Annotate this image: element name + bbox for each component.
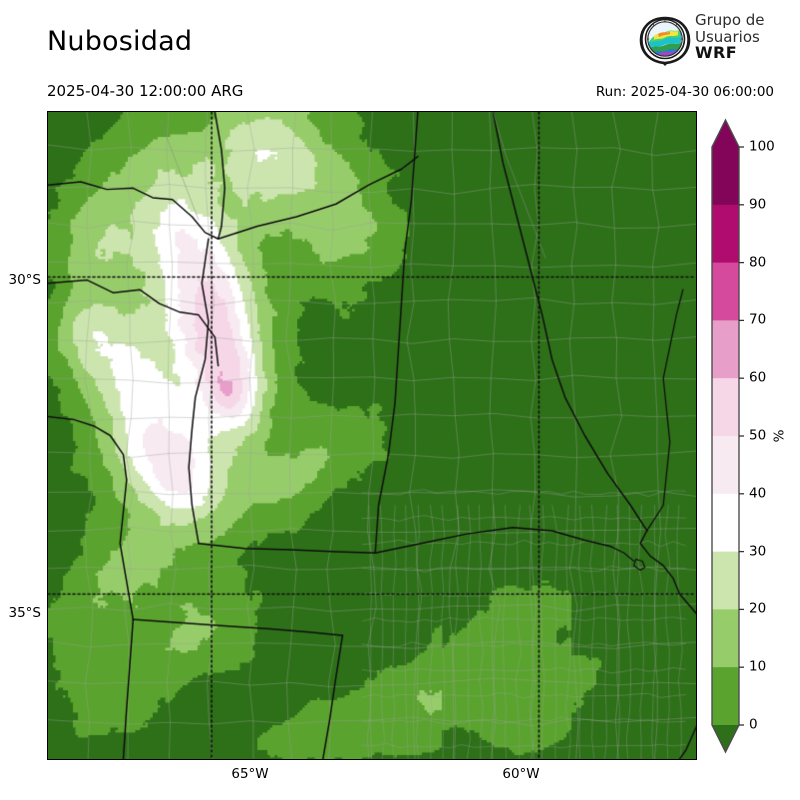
colorbar-tick-20: 20 [749,600,767,617]
axis-label-lat-35s: 35°S [8,605,42,621]
cloud-cover-field [48,112,696,759]
colorbar-tick-100: 100 [749,138,775,155]
valid-time-label: 2025-04-30 12:00:00 ARG [47,82,244,100]
wrf-globe-seal-icon [639,16,691,66]
colorbar-gradient [711,118,744,754]
page-title: Nubosidad [47,26,193,57]
logo-line-2: Usuarios [695,27,760,46]
colorbar-unit-label: % [771,429,788,443]
run-time-label: Run: 2025-04-30 06:00:00 [595,84,774,100]
colorbar-tick-70: 70 [749,311,767,328]
logo-text: Grupo de Usuarios WRF [695,12,795,62]
colorbar-tick-30: 30 [749,543,767,560]
colorbar-tick-60: 60 [749,369,767,386]
logo-line-1: Grupo de [695,11,765,29]
colorbar-tick-50: 50 [749,427,767,444]
colorbar-tick-40: 40 [749,485,767,502]
axis-label-lat-30s: 30°S [8,272,42,288]
logo-line-3: WRF [695,43,738,62]
map-plot-area[interactable] [47,111,697,760]
colorbar-tick-0: 0 [749,716,758,733]
colorbar-tick-10: 10 [749,658,767,675]
logo: Grupo de Usuarios WRF [637,10,797,72]
colorbar-tick-90: 90 [749,196,767,213]
colorbar: % 0 10 20 30 40 50 60 70 80 90 100 [711,112,800,760]
colorbar-tick-80: 80 [749,254,767,271]
axis-label-lon-65w: 65°W [231,766,269,782]
axis-label-lon-60w: 60°W [502,766,540,782]
